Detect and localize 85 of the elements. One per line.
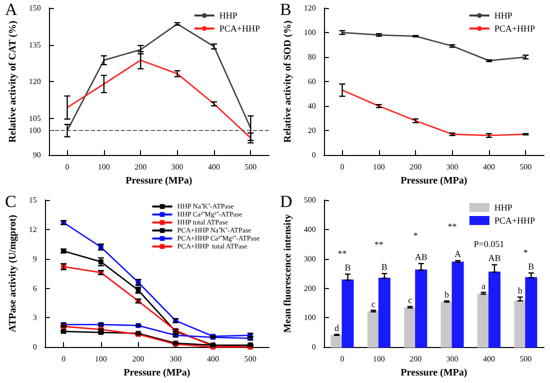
y-tick-label: 100 <box>28 126 41 136</box>
y-tick-label: 40 <box>308 102 316 111</box>
x-tick-label: 0 <box>340 162 344 172</box>
annotation: AB <box>488 253 501 264</box>
y-tick-label: 400 <box>304 224 316 234</box>
annotation: A <box>454 249 462 260</box>
x-tick-label: 300 <box>171 162 184 172</box>
y-tick-label: 90 <box>32 150 41 160</box>
annotation: b <box>518 286 523 296</box>
x-tick-label: 0 <box>62 354 66 364</box>
x-tick-label: 200 <box>134 162 147 172</box>
y-axis-title: ATPase activity (U/mgprot) <box>8 214 18 332</box>
x-tick-label: 100 <box>94 354 107 364</box>
annotation: AB <box>414 252 428 262</box>
y-tick-label: 100 <box>304 313 316 322</box>
x-tick-label: 100 <box>372 162 385 172</box>
x-axis-title: Pressure (MPa) <box>400 176 468 186</box>
chart-title: C <box>5 192 16 211</box>
x-tick-label: 500 <box>520 162 532 172</box>
y-tick-label: 15 <box>28 196 37 204</box>
y-tick-label: 105 <box>28 114 41 123</box>
legend-label: HHP <box>219 10 238 20</box>
x-axis-title: Pressure (MPa) <box>400 368 468 378</box>
x-tick-label: 100 <box>372 354 385 364</box>
y-tick-label: 100 <box>304 28 316 38</box>
y-axis-title: Relative activity of CAT (%) <box>8 20 18 142</box>
y-tick-label: 60 <box>308 77 316 86</box>
x-tick-label: 500 <box>244 162 257 172</box>
annotation: a <box>481 280 486 291</box>
legend-label: HHP <box>494 10 512 20</box>
y-tick-label: 0 <box>312 150 316 160</box>
y-tick-label: 300 <box>304 254 316 264</box>
y-tick-label: 135 <box>28 40 41 50</box>
annotation: * <box>523 247 528 258</box>
x-tick-label: 300 <box>170 354 182 364</box>
y-tick-label: 12 <box>28 224 37 234</box>
x-tick-label: 300 <box>446 354 458 364</box>
y-tick-label: 120 <box>28 77 41 86</box>
annotation: c <box>408 295 412 305</box>
x-tick-label: 100 <box>98 162 110 172</box>
annotation: d <box>334 322 340 333</box>
x-tick-label: 400 <box>482 162 495 172</box>
annotation: B <box>344 262 351 273</box>
y-tick-label: 500 <box>304 196 316 204</box>
y-tick-label: 0 <box>312 342 316 352</box>
y-tick-label: 9 <box>32 254 37 264</box>
annotation: ** <box>448 222 458 232</box>
x-axis-title: Pressure (MPa) <box>126 176 192 186</box>
chart-title: B <box>280 0 292 19</box>
x-tick-label: 200 <box>132 354 144 364</box>
y-tick-label: 80 <box>308 52 316 62</box>
annotation: P=0.051 <box>474 239 504 250</box>
y-axis-title: Relative activity of SOD (%) <box>282 20 294 143</box>
annotation: ** <box>374 240 384 250</box>
x-tick-label: 200 <box>410 162 422 172</box>
x-tick-label: 0 <box>340 354 344 364</box>
y-tick-label: 150 <box>28 4 41 12</box>
x-tick-label: 500 <box>520 354 532 364</box>
annotation: c <box>371 298 376 309</box>
x-tick-label: 300 <box>446 162 458 172</box>
legend-label: PCA+HHP <box>494 216 536 226</box>
x-tick-label: 400 <box>208 162 220 172</box>
legend-label: HHP <box>494 202 512 212</box>
y-tick-label: 3 <box>32 313 37 322</box>
x-tick-label: 0 <box>65 162 70 172</box>
y-axis-title: Mean fluorescence intensity <box>282 214 294 333</box>
chart-title: A <box>5 0 18 19</box>
y-tick-label: 6 <box>32 284 37 293</box>
annotation: B <box>528 261 534 272</box>
x-tick-label: 400 <box>482 354 495 364</box>
y-tick-label: 0 <box>32 342 37 352</box>
legend-label: PCA+HHP <box>494 24 536 34</box>
y-tick-label: 200 <box>304 284 316 293</box>
legend-label: PCA+HHP <box>219 24 260 34</box>
annotation: b <box>444 289 450 300</box>
chart-title: D <box>280 192 292 211</box>
x-tick-label: 200 <box>410 354 422 364</box>
annotation: B <box>381 262 388 272</box>
x-tick-label: 400 <box>206 354 219 364</box>
y-tick-label: 20 <box>308 126 316 136</box>
x-tick-label: 500 <box>244 354 256 364</box>
y-tick-label: 120 <box>304 4 316 12</box>
x-axis-title: Pressure (MPa) <box>124 368 190 378</box>
annotation: ** <box>338 248 348 259</box>
annotation: * <box>413 230 418 241</box>
